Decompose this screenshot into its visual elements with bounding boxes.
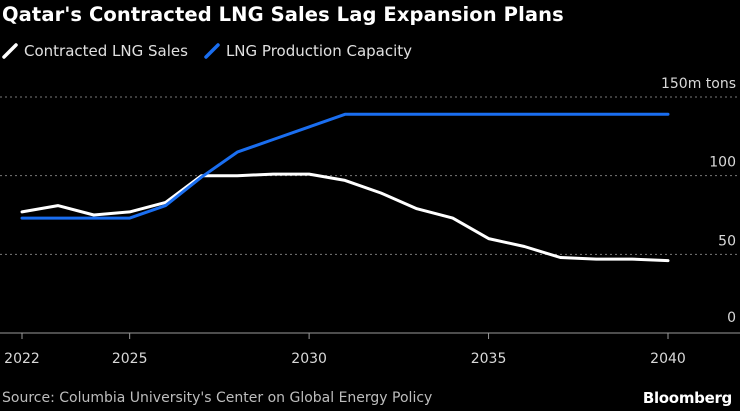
x-tick-label: 2040 (650, 351, 686, 367)
lng-production-capacity-line (20, 112, 670, 220)
legend-swatch-capacity-icon (204, 43, 220, 59)
x-tick-label: 2035 (471, 351, 507, 367)
chart-title: Qatar's Contracted LNG Sales Lag Expansi… (2, 3, 564, 26)
contracted-lng-sales-line (20, 172, 670, 263)
legend-label-capacity: LNG Production Capacity (225, 42, 413, 60)
x-tick-label: 2030 (291, 351, 327, 367)
x-tick-label: 2022 (4, 351, 40, 367)
bloomberg-logo: Bloomberg (642, 389, 732, 407)
legend-label-sales: Contracted LNG Sales (24, 42, 188, 60)
y-tick-label: 100 (709, 155, 736, 171)
y-tick-label: 0 (727, 310, 736, 326)
legend: Contracted LNG Sales LNG Production Capa… (2, 42, 412, 60)
x-tick-label: 2025 (112, 351, 148, 367)
legend-swatch-sales-icon (2, 43, 18, 59)
legend-item-capacity: LNG Production Capacity (204, 42, 412, 60)
legend-item-sales: Contracted LNG Sales (2, 42, 188, 60)
y-tick-label: 150m tons (661, 76, 736, 92)
y-tick-label: 50 (718, 233, 736, 249)
source-note: Source: Columbia University's Center on … (2, 390, 433, 406)
